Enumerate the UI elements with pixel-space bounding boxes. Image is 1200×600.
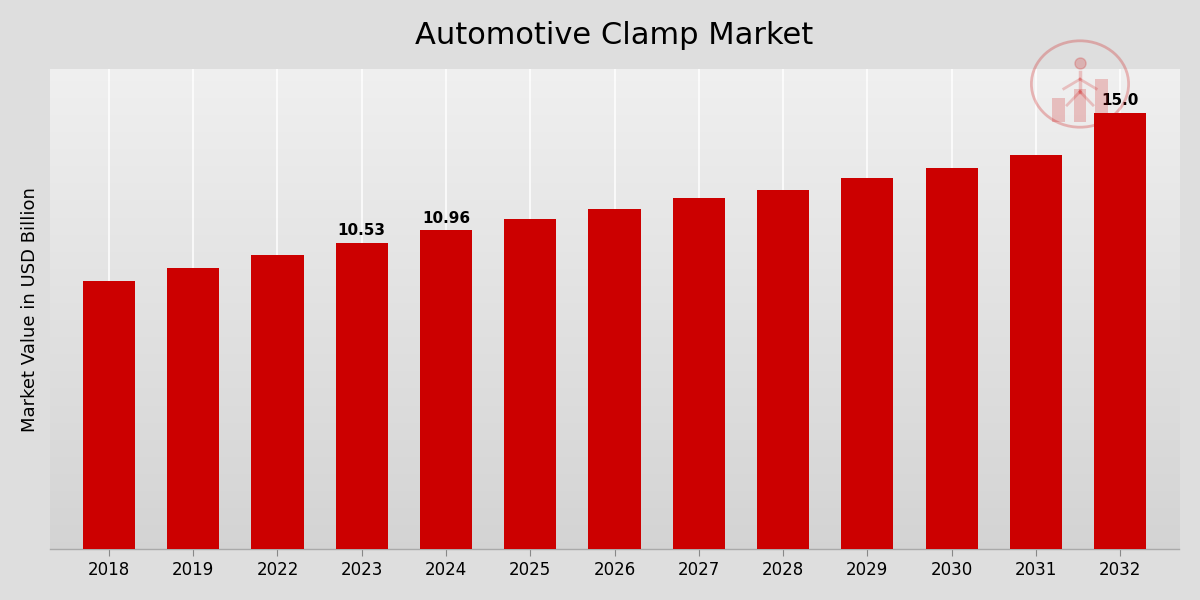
Text: 15.0: 15.0 <box>1102 93 1139 108</box>
Y-axis label: Market Value in USD Billion: Market Value in USD Billion <box>20 187 38 431</box>
Text: 10.53: 10.53 <box>337 223 385 238</box>
Bar <box>588 209 641 550</box>
Bar <box>1009 155 1062 550</box>
Bar <box>1094 113 1146 550</box>
Bar <box>167 268 220 550</box>
Bar <box>504 219 557 550</box>
Bar <box>925 168 978 550</box>
Title: Automotive Clamp Market: Automotive Clamp Market <box>415 21 814 50</box>
Bar <box>841 178 894 550</box>
Bar <box>251 255 304 550</box>
Bar <box>1096 79 1108 122</box>
Bar <box>83 281 136 550</box>
Bar <box>673 199 725 550</box>
Bar <box>757 190 809 550</box>
Text: 10.96: 10.96 <box>422 211 470 226</box>
Bar <box>1074 89 1086 122</box>
Bar <box>1052 98 1064 122</box>
Bar <box>420 230 472 550</box>
Bar <box>336 242 388 550</box>
